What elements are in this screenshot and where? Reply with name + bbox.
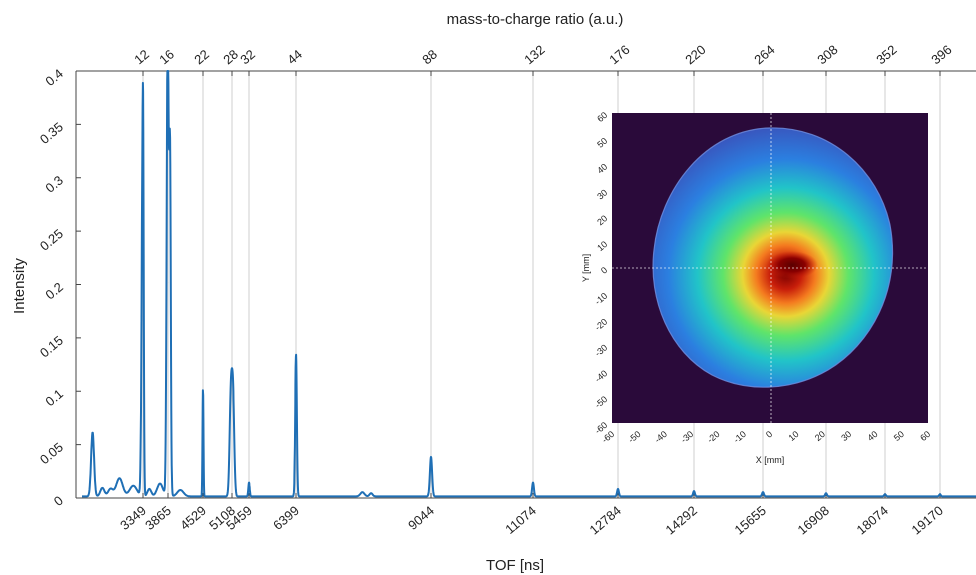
detector-rim	[652, 127, 894, 388]
inset-y-tick-label: 40	[595, 162, 609, 176]
inset-x-tick-label: -20	[705, 429, 721, 445]
inset-x-tick-label: 0	[764, 429, 774, 440]
inset-x-tick-label: 10	[787, 429, 801, 443]
y-tick-label: 0.15	[37, 333, 66, 361]
y-axis-title: Intensity	[11, 258, 28, 314]
top-tick-label: 220	[682, 42, 708, 67]
y-tick-label: 0.1	[42, 386, 65, 409]
top-tick-label: 132	[521, 42, 547, 67]
y-tick-label: 0.3	[42, 173, 65, 196]
top-tick-label: 16	[156, 47, 177, 68]
y-tick-label: 0.05	[37, 439, 66, 467]
inset-y-tick-label: -30	[593, 342, 609, 358]
inset-x-tick-label: 50	[892, 429, 906, 443]
x-axis-title: TOF [ns]	[486, 557, 544, 574]
x-tick-label: 3349	[117, 503, 149, 533]
inset-y-tick-label: -50	[593, 394, 609, 410]
inset-y-tick-label: 50	[595, 136, 609, 150]
y-tick-label: 0.4	[42, 66, 65, 89]
inset-y-tick-label: 10	[595, 239, 609, 253]
inset-x-tick-label: 20	[813, 429, 827, 443]
x-tick-label: 16908	[795, 503, 832, 538]
x-tick-label: 12784	[587, 503, 624, 538]
top-tick-label: 32	[237, 47, 258, 68]
x-tick-label: 4529	[177, 503, 209, 533]
top-tick-label: 308	[814, 42, 840, 67]
top-tick-label: 176	[606, 42, 632, 67]
detector-image-inset: X [mm] Y [mm] -60 -50 -40 -30 -20 -10 0 10 20 30 4…	[581, 110, 932, 465]
inset-x-tick-label: -40	[653, 429, 669, 445]
y-tick-label: 0.35	[37, 119, 66, 147]
inset-y-tick-label: 0	[599, 265, 609, 276]
inset-y-tick-label: -10	[593, 291, 609, 307]
x-tick-label: 15655	[732, 503, 769, 538]
y-tick-label: 0.2	[42, 279, 65, 302]
x-tick-label: 11074	[502, 503, 539, 537]
top-axis-title: mass-to-charge ratio (a.u.)	[447, 11, 624, 28]
y-tick-label: 0	[51, 493, 66, 509]
top-tick-label: 396	[928, 42, 954, 67]
top-tick-label: 264	[751, 42, 777, 67]
top-tick-label: 44	[284, 47, 305, 68]
inset-x-tick-label: -30	[679, 429, 695, 445]
inset-y-tick-label: -20	[593, 317, 609, 333]
x-tick-label: 18074	[854, 503, 891, 538]
top-tick-label: 352	[873, 42, 899, 67]
inset-x-tick-label: 60	[918, 429, 932, 443]
x-tick-label: 3865	[142, 503, 174, 533]
inset-y-tick-label: -40	[593, 368, 609, 384]
spectrum-line	[81, 70, 976, 498]
inset-x-tick-label: 40	[866, 429, 880, 443]
inset-x-tick-label: -10	[732, 429, 748, 445]
top-tick-label: 88	[419, 47, 440, 68]
inset-x-tick-label: 30	[839, 429, 853, 443]
y-tick-label: 0.25	[37, 226, 66, 254]
top-tick-label: 22	[191, 47, 212, 68]
inset-y-tick-label: 20	[595, 213, 609, 227]
inset-y-tick-label: 30	[595, 187, 609, 201]
x-tick-label: 14292	[663, 503, 700, 538]
inset-x-axis-title: X [mm]	[756, 455, 785, 465]
top-tick-label: 12	[131, 47, 152, 68]
inset-y-axis-title: Y [mm]	[581, 254, 591, 282]
x-tick-label: 9044	[405, 503, 437, 533]
detector-hotspot	[766, 251, 818, 279]
x-tick-label: 6399	[270, 503, 302, 533]
inset-y-tick-label: 60	[595, 110, 609, 124]
inset-x-tick-label: -50	[626, 429, 642, 445]
x-tick-label: 19170	[909, 503, 946, 538]
inset-tick-labels: -60 -50 -40 -30 -20 -10 0 10 20 30 40 50 60605040302…	[593, 110, 932, 445]
